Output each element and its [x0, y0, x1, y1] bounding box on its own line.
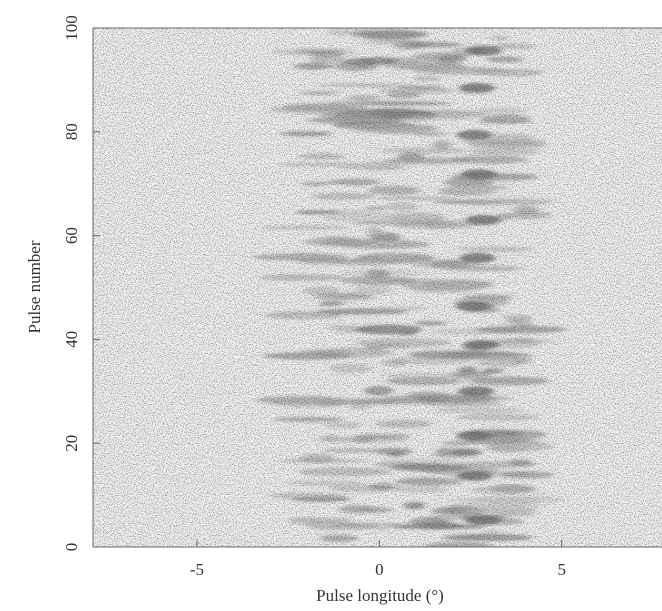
y-tick-label: 20: [62, 435, 81, 452]
pulse-stack-image: [93, 28, 662, 547]
x-tick-label: 0: [375, 560, 384, 579]
x-tick-label: -5: [190, 560, 204, 579]
x-tick-label: 5: [557, 560, 566, 579]
y-tick-label: 40: [62, 331, 81, 348]
y-tick-label: 60: [62, 227, 81, 244]
x-axis-label: Pulse longitude (°): [316, 586, 444, 605]
y-tick-label: 80: [62, 123, 81, 140]
y-axis-label: Pulse number: [25, 240, 44, 333]
y-tick-label: 100: [62, 15, 81, 41]
y-tick-label: 0: [62, 543, 81, 552]
